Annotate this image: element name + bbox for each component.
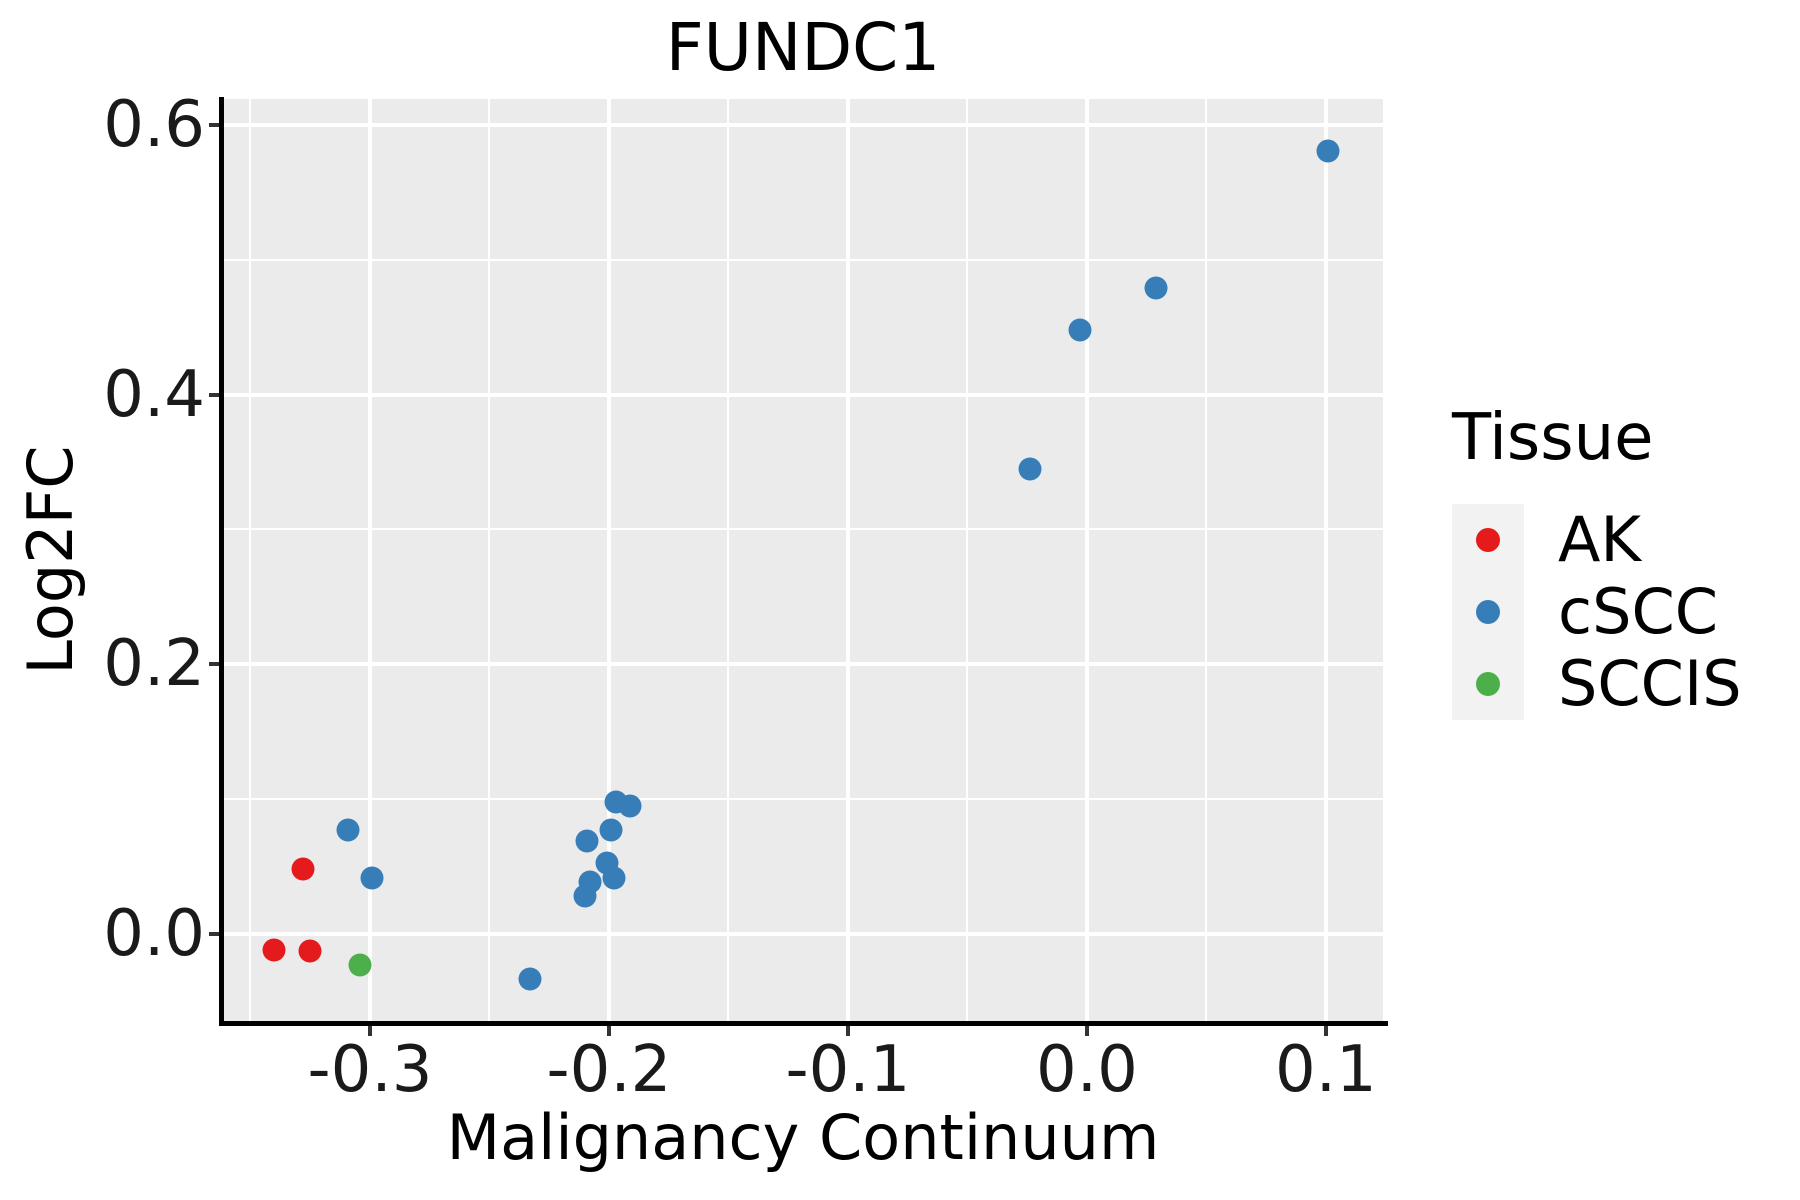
data-point-SCCIS bbox=[348, 953, 372, 977]
y-minor-gridline bbox=[223, 797, 1383, 800]
x-tick-mark bbox=[367, 1026, 372, 1036]
legend-rows: AK cSCC SCCIS bbox=[1452, 504, 1742, 720]
x-major-gridline bbox=[1323, 99, 1328, 1023]
x-minor-gridline bbox=[249, 99, 252, 1023]
y-tick-label: 0.2 bbox=[103, 627, 205, 702]
data-point-cSCC bbox=[336, 818, 360, 842]
y-tick-mark bbox=[209, 931, 219, 936]
legend-row-SCCIS: SCCIS bbox=[1452, 648, 1742, 720]
data-point-cSCC bbox=[618, 794, 642, 818]
sccis-dot-icon bbox=[1476, 672, 1500, 696]
y-major-gridline bbox=[223, 931, 1383, 936]
x-tick-mark bbox=[1084, 1026, 1089, 1036]
ak-dot-icon bbox=[1476, 528, 1500, 552]
x-tick-label: 0.0 bbox=[1036, 1033, 1138, 1107]
x-tick-mark bbox=[1323, 1026, 1328, 1036]
x-major-gridline bbox=[367, 99, 372, 1023]
y-major-gridline bbox=[223, 392, 1383, 397]
y-major-gridline bbox=[223, 123, 1383, 128]
data-point-cSCC bbox=[360, 866, 384, 890]
plot-title: FUNDC1 bbox=[665, 9, 941, 86]
legend-label-SCCIS: SCCIS bbox=[1558, 647, 1742, 720]
x-major-gridline bbox=[606, 99, 611, 1023]
data-point-cSCC bbox=[1018, 457, 1042, 481]
legend-key-SCCIS bbox=[1452, 648, 1524, 720]
x-tick-mark bbox=[606, 1026, 611, 1036]
y-major-gridline bbox=[223, 662, 1383, 667]
x-minor-gridline bbox=[727, 99, 730, 1023]
x-axis-title: Malignancy Continuum bbox=[446, 1101, 1160, 1174]
legend-row-cSCC: cSCC bbox=[1452, 576, 1742, 648]
y-tick-mark bbox=[209, 392, 219, 397]
y-tick-label: 0.6 bbox=[103, 88, 205, 163]
data-point-cSCC bbox=[518, 967, 542, 991]
data-point-AK bbox=[262, 938, 286, 962]
legend-key-AK bbox=[1452, 504, 1524, 576]
x-minor-gridline bbox=[488, 99, 491, 1023]
legend-label-cSCC: cSCC bbox=[1558, 575, 1719, 648]
y-tick-label: 0.4 bbox=[103, 357, 205, 432]
legend-key-cSCC bbox=[1452, 576, 1524, 648]
legend-row-AK: AK bbox=[1452, 504, 1742, 576]
data-point-cSCC bbox=[1144, 276, 1168, 300]
data-point-cSCC bbox=[1068, 318, 1092, 342]
y-tick-label: 0.0 bbox=[103, 896, 205, 971]
data-point-cSCC bbox=[599, 818, 623, 842]
data-point-cSCC bbox=[1316, 139, 1340, 163]
y-minor-gridline bbox=[223, 528, 1383, 531]
x-tick-label: -0.1 bbox=[785, 1033, 911, 1107]
data-point-cSCC bbox=[578, 870, 602, 894]
x-minor-gridline bbox=[1205, 99, 1208, 1023]
x-tick-label: -0.2 bbox=[546, 1033, 672, 1107]
cscc-dot-icon bbox=[1476, 600, 1500, 624]
x-tick-mark bbox=[845, 1026, 850, 1036]
legend-label-AK: AK bbox=[1558, 503, 1642, 576]
data-point-AK bbox=[298, 939, 322, 963]
legend-title: Tissue bbox=[1452, 401, 1654, 475]
y-tick-mark bbox=[209, 662, 219, 667]
x-major-gridline bbox=[845, 99, 850, 1023]
data-point-cSCC bbox=[575, 829, 599, 853]
data-point-cSCC bbox=[602, 866, 626, 890]
x-tick-label: 0.1 bbox=[1274, 1033, 1377, 1107]
x-tick-label: -0.3 bbox=[307, 1033, 433, 1107]
legend: Tissue AK cSCC SCCIS bbox=[1452, 406, 1742, 720]
plot-panel bbox=[223, 99, 1383, 1023]
data-point-AK bbox=[291, 857, 315, 881]
x-major-gridline bbox=[1084, 99, 1089, 1023]
y-tick-mark bbox=[209, 123, 219, 128]
y-minor-gridline bbox=[223, 258, 1383, 261]
x-minor-gridline bbox=[966, 99, 969, 1023]
y-axis-line bbox=[219, 97, 224, 1025]
x-axis-line bbox=[219, 1021, 1388, 1026]
